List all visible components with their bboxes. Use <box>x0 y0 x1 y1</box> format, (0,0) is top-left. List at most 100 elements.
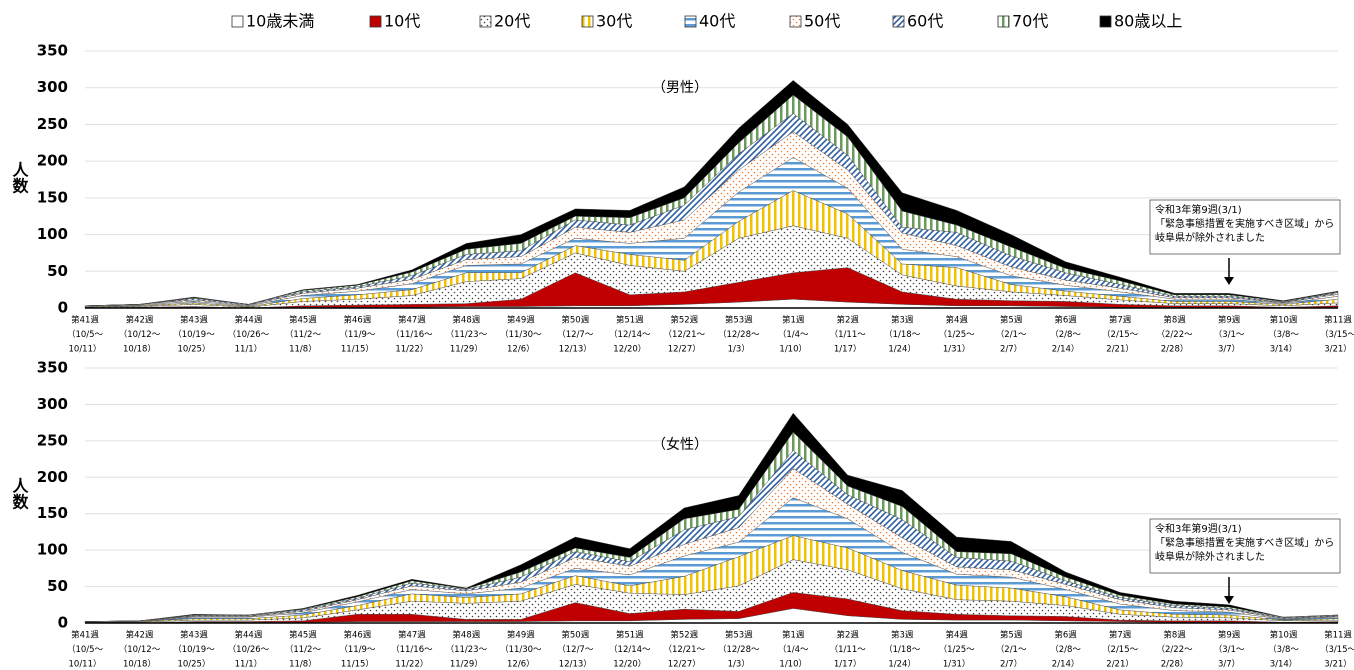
x-tick-label: 2/7） <box>1000 344 1022 355</box>
y-tick-label: 150 <box>37 188 68 206</box>
annotation-text: 令和3年第9週(3/1) <box>1155 203 1242 216</box>
x-tick-label: 2/7） <box>1000 659 1022 670</box>
x-tick-label: 第52週 <box>670 315 698 326</box>
x-tick-label: （2/1～ <box>996 644 1027 655</box>
x-tick-label: 第6週 <box>1054 315 1077 326</box>
legend-label: 80歳以上 <box>1114 12 1182 31</box>
x-tick-label: 第9週 <box>1218 315 1241 326</box>
y-tick-label: 200 <box>37 468 68 486</box>
x-tick-label: （11/30～ <box>500 644 542 655</box>
x-tick-label: （1/25～ <box>939 329 976 340</box>
x-tick-label: 2/14） <box>1052 344 1080 355</box>
x-tick-label: 10/18） <box>123 344 156 355</box>
legend-label: 60代 <box>907 12 943 31</box>
x-tick-label: 12/6） <box>507 344 535 355</box>
x-tick-label: 第8週 <box>1163 630 1186 641</box>
x-tick-label: 12/13） <box>559 344 592 355</box>
x-tick-label: （10/5～ <box>67 329 104 340</box>
legend-swatch <box>684 15 697 28</box>
x-tick-label: （11/16～ <box>391 329 433 340</box>
x-tick-label: 2/14） <box>1052 659 1080 670</box>
x-tick-label: （3/8～ <box>1268 329 1299 340</box>
x-tick-label: （1/18～ <box>884 329 921 340</box>
x-tick-label: 第47週 <box>398 630 426 641</box>
x-tick-label: （10/19～ <box>173 329 215 340</box>
x-tick-label: 11/8） <box>289 344 317 355</box>
legend-swatch <box>1099 15 1112 28</box>
x-tick-label: 2/21） <box>1106 659 1134 670</box>
x-tick-label: （2/8～ <box>1050 644 1081 655</box>
x-tick-label: （10/12～ <box>119 329 161 340</box>
x-tick-label: 第53週 <box>725 315 753 326</box>
y-tick-label: 200 <box>37 152 68 170</box>
x-tick-label: （3/15～ <box>1320 644 1354 655</box>
x-tick-label: （11/2～ <box>285 644 322 655</box>
x-tick-label: （1/11～ <box>830 329 867 340</box>
chart-subtitle: （女性） <box>652 436 708 453</box>
x-tick-label: （12/7～ <box>557 644 594 655</box>
x-tick-label: 第50週 <box>561 315 589 326</box>
chart-subtitle: （男性） <box>652 80 708 96</box>
x-tick-label: （12/7～ <box>557 329 594 340</box>
annotation-text: 「緊急事態措置を実施すべき区域」から <box>1155 536 1334 549</box>
x-tick-label: 第2週 <box>836 630 859 641</box>
x-tick-label: 第7週 <box>1109 630 1132 641</box>
x-tick-label: （1/25～ <box>939 644 976 655</box>
x-tick-label: 第51週 <box>616 630 644 641</box>
y-axis-label: 人数 <box>10 162 29 195</box>
x-tick-label: 11/15） <box>341 344 374 355</box>
legend-label: 20代 <box>494 12 530 31</box>
x-tick-label: 1/3） <box>728 344 750 355</box>
legend-swatch <box>997 15 1010 28</box>
x-tick-label: 第46週 <box>343 630 371 641</box>
x-tick-label: （10/19～ <box>173 644 215 655</box>
x-tick-label: （2/22～ <box>1157 329 1194 340</box>
x-tick-label: （11/9～ <box>339 329 376 340</box>
legend-label: 30代 <box>596 12 632 31</box>
x-tick-label: 12/13） <box>559 659 592 670</box>
x-tick-label: （11/9～ <box>339 644 376 655</box>
y-tick-label: 250 <box>37 431 68 449</box>
x-tick-label: 第43週 <box>180 315 208 326</box>
x-tick-label: 第41週 <box>71 630 99 641</box>
x-tick-label: 11/22） <box>395 344 428 355</box>
legend-swatch <box>369 15 382 28</box>
x-tick-label: （2/15～ <box>1102 644 1139 655</box>
x-tick-label: 1/10） <box>779 659 807 670</box>
annotation-text: 令和3年第9週(3/1) <box>1155 522 1242 535</box>
x-tick-label: 第7週 <box>1109 315 1132 326</box>
x-tick-label: 3/14） <box>1270 344 1298 355</box>
x-tick-label: 11/8） <box>289 659 317 670</box>
x-tick-label: 第41週 <box>71 315 99 326</box>
x-tick-label: （12/28～ <box>718 644 760 655</box>
legend-swatch <box>892 15 905 28</box>
x-tick-label: 1/24） <box>888 344 916 355</box>
x-tick-label: 第53週 <box>725 630 753 641</box>
x-tick-label: 第44週 <box>235 315 263 326</box>
x-tick-label: （1/18～ <box>884 644 921 655</box>
y-tick-label: 300 <box>37 78 68 96</box>
x-tick-label: （12/21～ <box>664 644 706 655</box>
x-tick-label: 第47週 <box>398 315 426 326</box>
x-tick-label: 第42週 <box>126 315 154 326</box>
legend-label: 50代 <box>804 12 840 31</box>
legend-swatch <box>789 15 802 28</box>
x-tick-label: 12/20） <box>613 659 646 670</box>
x-tick-label: 第5週 <box>1000 630 1023 641</box>
x-tick-label: （11/23～ <box>446 329 488 340</box>
x-tick-label: （2/8～ <box>1050 329 1081 340</box>
x-tick-label: （1/4～ <box>778 329 809 340</box>
x-tick-label: 第4週 <box>945 630 968 641</box>
x-tick-label: （11/23～ <box>446 644 488 655</box>
arrow-head <box>1224 596 1234 604</box>
y-tick-label: 300 <box>37 395 68 413</box>
x-tick-label: 1/31） <box>943 659 971 670</box>
x-tick-label: （10/5～ <box>67 644 104 655</box>
x-tick-label: 第44週 <box>235 630 263 641</box>
x-tick-label: 第11週 <box>1324 315 1352 326</box>
x-tick-label: （11/30～ <box>500 329 542 340</box>
x-tick-label: 11/1） <box>235 344 263 355</box>
x-tick-label: （10/26～ <box>228 329 270 340</box>
y-tick-label: 350 <box>37 42 68 60</box>
x-tick-label: 第50週 <box>561 630 589 641</box>
